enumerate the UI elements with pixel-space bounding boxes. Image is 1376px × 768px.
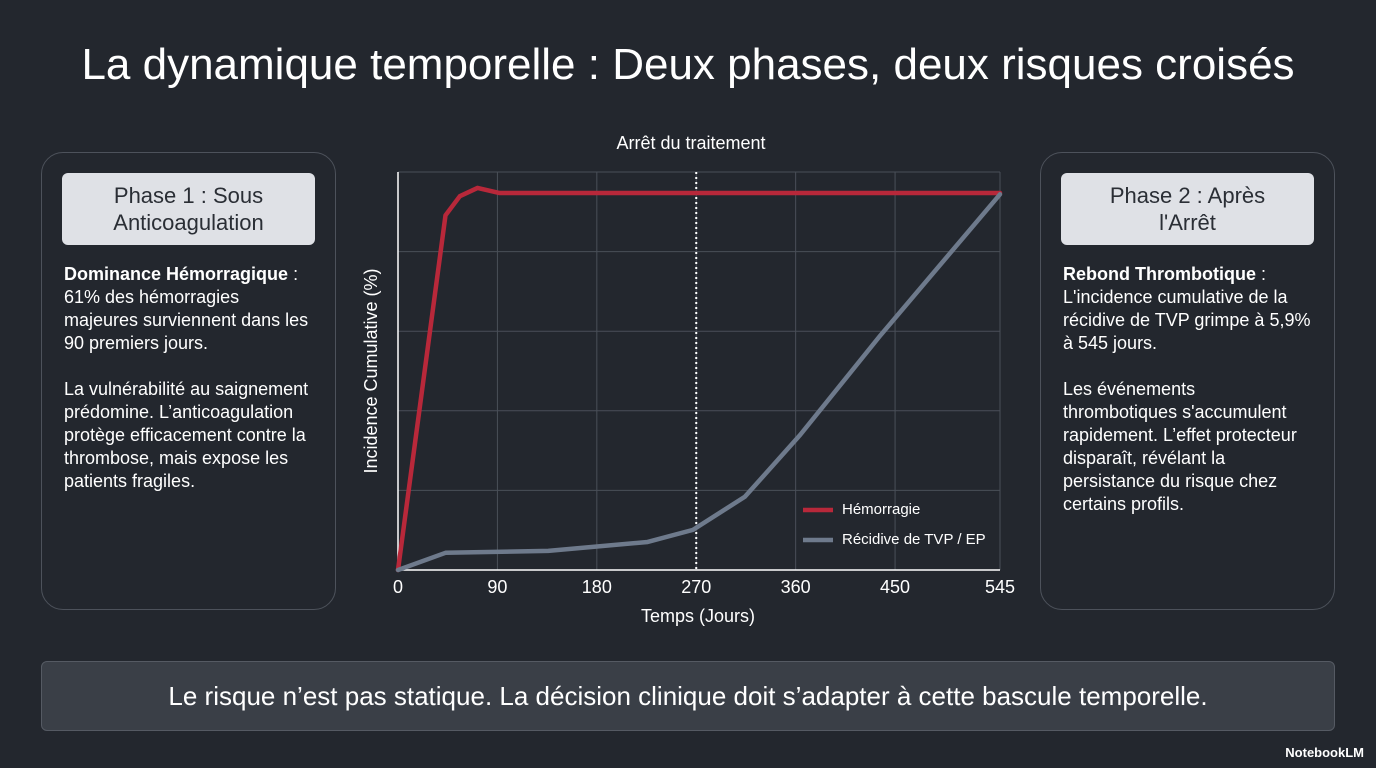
x-tick-label: 180 [582, 577, 612, 597]
line-series [395, 185, 1003, 573]
slide-title: La dynamique temporelle : Deux phases, d… [81, 40, 1295, 89]
left-panel: Phase 1 : Sous Anticoagulation Dominance… [41, 152, 336, 610]
annotation-label: Arrêt du traitement [616, 133, 765, 153]
y-axis-title: Incidence Cumulative (%) [361, 268, 381, 473]
legend-label: Hémorragie [842, 501, 920, 518]
x-tick-label: 450 [880, 577, 910, 597]
brand: NotebookLM [1285, 745, 1364, 760]
panel-text: La vulnérabilité au saignement prédomine… [64, 379, 309, 491]
panel-heading: Phase 2 : Après l'Arrêt [1061, 173, 1314, 245]
panel-text: Dominance Hémorragique: 61% des hémorrag… [64, 263, 313, 355]
panel-text: Rebond Thrombotique: L'incidence cumulat… [1063, 263, 1312, 355]
x-tick-label: 90 [487, 577, 507, 597]
right-panel: Phase 2 : Après l'Arrêt Rebond Thromboti… [1040, 152, 1335, 610]
x-axis-title: Temps (Jours) [641, 606, 755, 626]
chart: Arrêt du traitement Temps (Jours) Incide… [361, 133, 1015, 626]
panel-lead-text: : L'incidence cumulative de la récidive … [1063, 264, 1311, 353]
panel-lead-text: : 61% des hémorragies majeures survienne… [64, 264, 309, 353]
x-tick-label: 0 [393, 577, 403, 597]
footer-banner: Le risque n’est pas statique. La décisio… [41, 661, 1335, 731]
line-series [395, 192, 1003, 573]
panel-lead: Dominance Hémorragique [64, 264, 289, 284]
footer-text: Le risque n’est pas statique. La décisio… [168, 680, 1208, 711]
panel-heading: Phase 1 : Sous Anticoagulation [62, 173, 315, 245]
legend-label: Récidive de TVP / EP [842, 531, 986, 548]
x-tick-label: 360 [781, 577, 811, 597]
x-tick-label: 545 [985, 577, 1015, 597]
panel-lead: Rebond Thrombotique [1063, 264, 1256, 284]
x-tick-label: 270 [681, 577, 711, 597]
panel-text: Les événements thrombotiques s'accumulen… [1063, 379, 1297, 514]
